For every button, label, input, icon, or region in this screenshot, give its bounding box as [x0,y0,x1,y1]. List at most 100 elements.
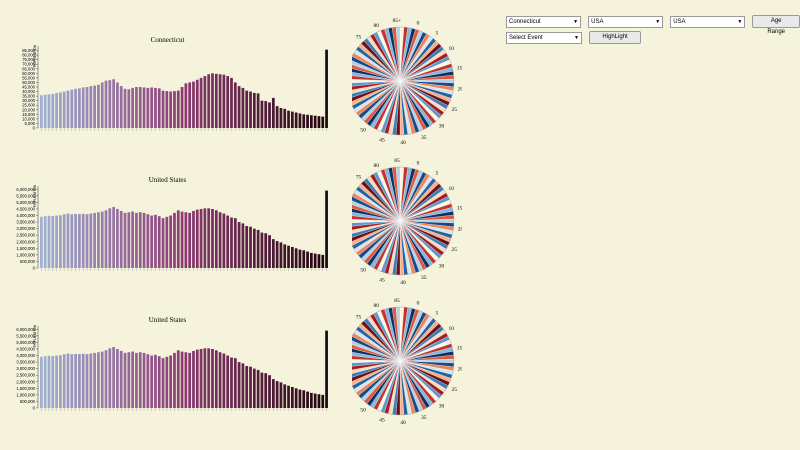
y-tick-label: 25,000 [22,103,35,108]
y-axis-label: POPULATION [33,44,37,67]
pie-label: 85 [394,298,400,304]
bar [165,91,169,128]
bar [279,107,283,128]
event-select[interactable]: Select Event ▼ [506,31,582,44]
bar [207,208,211,268]
pie-outline [352,306,455,416]
bar [252,228,256,268]
pie-label: 15 [457,345,462,351]
bar [146,87,150,128]
bar [180,351,184,408]
bar [116,82,119,128]
bar [271,97,275,128]
bar [233,218,237,268]
pie-label: 10 [448,186,454,192]
bar [55,92,58,128]
bar [294,112,298,128]
bar [302,114,306,128]
bar [150,87,154,128]
bar [108,80,112,128]
bar [306,251,309,268]
bar [218,74,222,128]
bar [154,214,157,268]
y-tick-label: 65,000 [22,66,35,71]
pie-chart-1: 85+05101520253035404550556065707580 [352,18,462,144]
pie-slice [352,360,401,374]
pie-label: 40 [400,280,406,284]
pie-slice [352,80,401,106]
pie-outline [352,166,455,276]
country-select-1[interactable]: USA ▼ [588,15,664,28]
bar [78,88,81,128]
bar [138,352,142,408]
bar [207,348,211,408]
bar [146,214,150,268]
bar [271,379,275,408]
country-select-2-value: USA [673,18,686,25]
bar [325,49,328,129]
bar [245,226,249,268]
bar [325,190,328,268]
bar [157,216,161,268]
highlight-button[interactable]: HighLight [589,31,641,44]
bar [287,110,290,128]
bar [169,215,173,268]
bar [135,212,138,268]
event-select-value: Select Event [509,34,543,41]
y-tick-label: 3,000,000 [16,226,35,231]
bar [131,351,135,408]
bar [138,87,142,128]
pie-slice [352,360,401,378]
y-tick-label: 30,000 [22,98,35,103]
bar [245,90,249,128]
pie-slice [352,360,401,386]
bar [195,79,199,128]
bar [119,86,123,128]
y-tick-label: 35,000 [22,94,35,99]
bar [89,213,93,268]
bar [40,216,43,268]
bar [184,352,188,408]
bar [127,89,131,128]
bar [55,355,58,408]
bar [59,92,62,128]
bar [237,362,241,408]
bar [256,369,260,408]
pie-slice [352,80,401,98]
pie-label: 30 [439,404,445,410]
bar [51,93,55,128]
bar [260,232,264,268]
bar [283,108,287,128]
controls-panel: Connecticut ▼ USA ▼ USA ▼ Age Range Sele… [506,15,800,47]
bar [313,393,317,408]
bar [237,86,241,128]
age-range-button[interactable]: Age Range [752,15,800,35]
bar [214,350,218,408]
pie-label: 50 [360,268,366,274]
bar [203,348,207,408]
bar [89,86,93,128]
y-tick-label: 4,500,000 [16,206,35,211]
country-select-2[interactable]: USA ▼ [670,15,746,28]
bar [81,87,85,128]
bar [104,350,108,408]
bar [66,353,70,408]
bar [154,354,157,408]
state-select[interactable]: Connecticut ▼ [506,15,582,28]
bar [192,210,195,268]
pie-label: 35 [421,415,427,421]
bar [188,352,192,408]
bar [287,385,290,408]
pie-label: 15 [457,65,462,71]
y-tick-label: 85,000 [22,48,35,53]
bar-chart-connecticut: ConnecticutPOPULATION05,00010,00015,0002… [22,36,328,131]
bar [294,248,298,268]
bar [169,91,173,128]
y-tick-label: 45,000 [22,85,35,90]
bar [43,356,47,408]
pie-label: 10 [448,326,454,332]
bar [290,111,294,128]
bar [252,92,256,128]
bar [66,213,70,268]
pie-slice [352,220,401,246]
